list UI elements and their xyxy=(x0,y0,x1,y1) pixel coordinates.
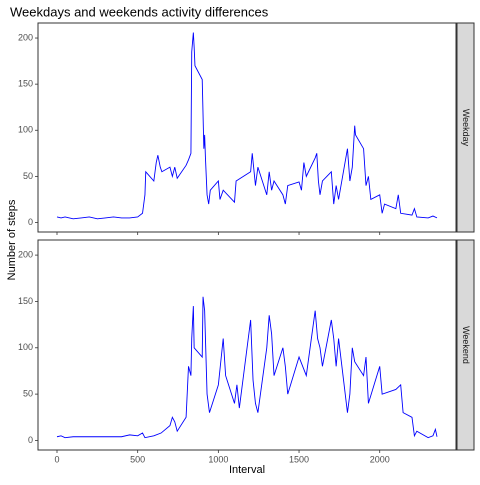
y-tick-label: 150 xyxy=(18,79,33,89)
x-tick-label: 1000 xyxy=(208,454,228,464)
x-tick-label: 1500 xyxy=(289,454,309,464)
panel-border xyxy=(37,239,457,451)
x-tick-label: 500 xyxy=(130,454,145,464)
x-axis-label: Interval xyxy=(229,464,265,476)
y-tick-label: 0 xyxy=(28,217,33,227)
x-tick-label: 0 xyxy=(54,454,59,464)
y-tick-label: 150 xyxy=(18,296,33,306)
strip xyxy=(456,239,475,451)
strip xyxy=(456,22,475,233)
x-tick-label: 2000 xyxy=(370,454,390,464)
strip-label: Weekday xyxy=(461,109,471,147)
data-line xyxy=(56,296,438,439)
y-tick-label: 200 xyxy=(18,32,33,42)
y-tick-label: 100 xyxy=(18,342,33,352)
chart-title: Weekdays and weekends activity differenc… xyxy=(10,4,269,19)
data-line xyxy=(56,32,438,220)
y-axis-label: Number of steps xyxy=(6,199,18,280)
y-tick-label: 200 xyxy=(18,249,33,259)
strip-label: Weekend xyxy=(461,326,471,364)
y-tick-label: 100 xyxy=(18,125,33,135)
y-tick-label: 50 xyxy=(23,388,33,398)
y-tick-label: 50 xyxy=(23,171,33,181)
panel-border xyxy=(37,22,457,233)
y-tick-label: 0 xyxy=(28,435,33,445)
